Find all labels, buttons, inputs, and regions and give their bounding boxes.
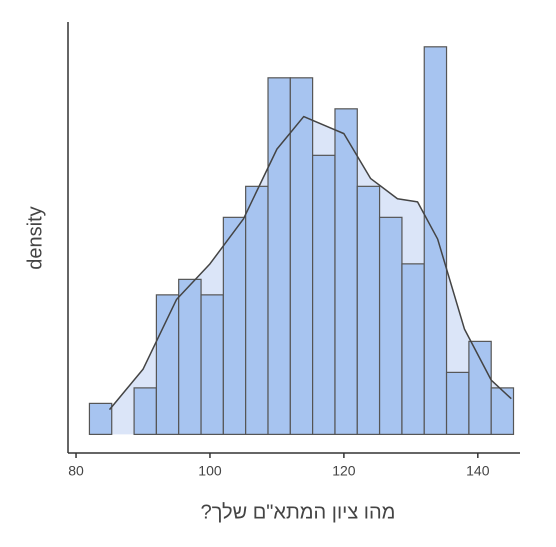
bar (222, 216, 247, 435)
x-axis-label: מהו ציון המתא"ם שלך? (201, 501, 396, 523)
bar (133, 387, 157, 435)
bar (401, 263, 425, 435)
y-axis-label: density (24, 206, 46, 269)
bar (178, 278, 202, 435)
x-tick-label: 140 (466, 463, 490, 479)
bar (88, 402, 113, 435)
density-curve (108, 115, 512, 411)
bar (334, 108, 358, 435)
bar (468, 340, 492, 435)
x-tick-label: 120 (332, 463, 356, 479)
bar (267, 77, 291, 435)
bar (289, 77, 314, 435)
bar (155, 294, 180, 435)
bar (312, 154, 336, 435)
bar (245, 185, 269, 435)
x-tick-label: 80 (68, 463, 84, 479)
bar (423, 46, 448, 435)
bar (200, 294, 224, 435)
x-tick-label: 100 (198, 463, 222, 479)
bar (490, 387, 515, 435)
bar (378, 216, 403, 435)
bar (356, 185, 381, 435)
bar (445, 371, 470, 435)
